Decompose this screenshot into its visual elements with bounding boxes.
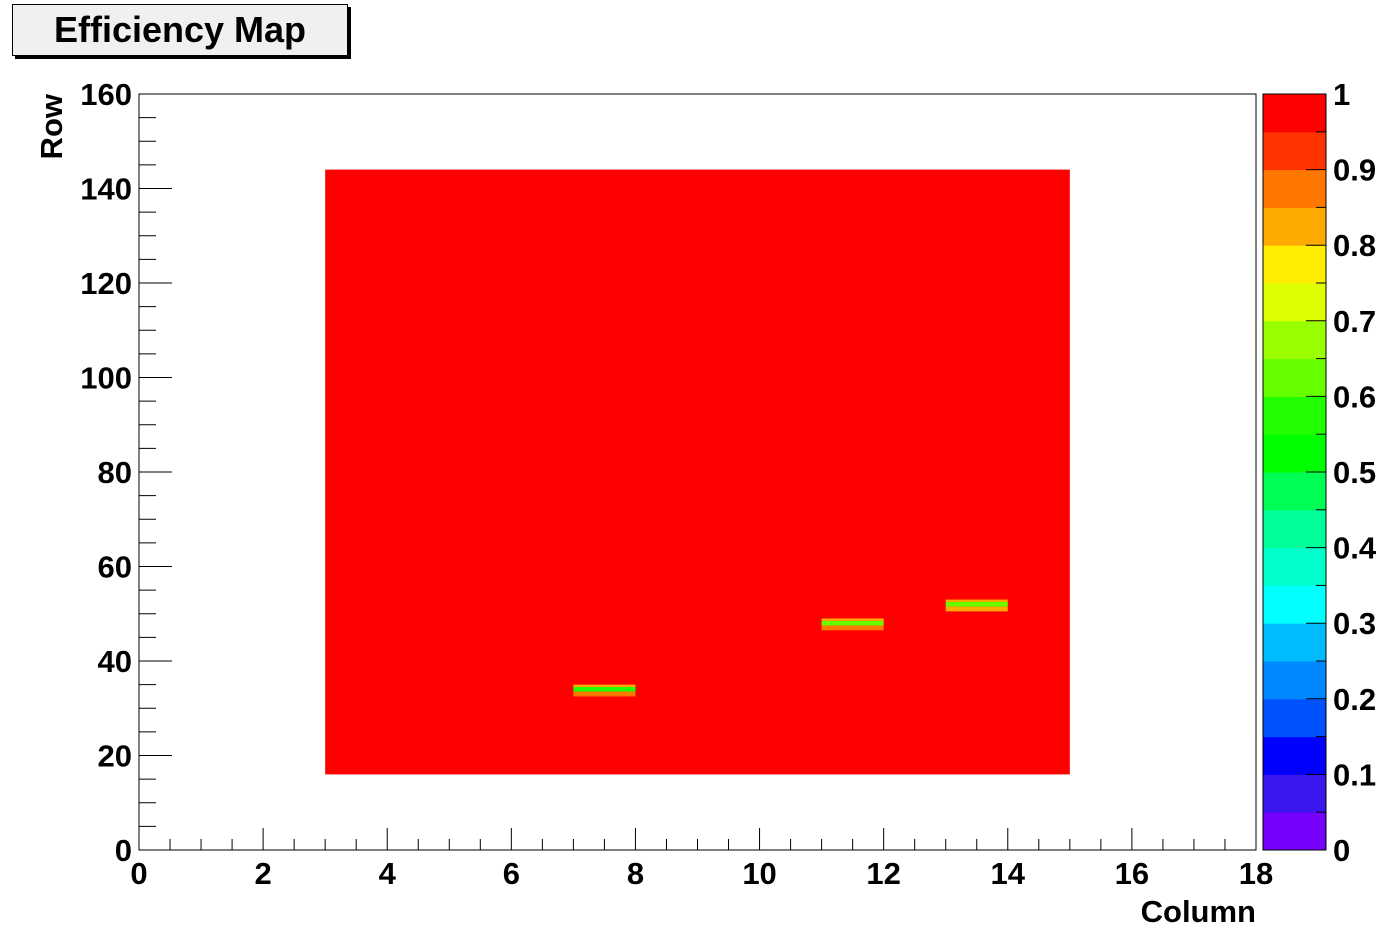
heatmap-cell	[945, 601, 1008, 607]
heatmap-cell	[573, 691, 636, 697]
heatmap-cell	[821, 618, 884, 621]
color-scale-band	[1263, 169, 1326, 208]
z-tick-label: 0.7	[1333, 304, 1376, 339]
x-tick-label: 12	[866, 856, 900, 891]
z-tick-label: 0	[1333, 833, 1350, 868]
y-tick-label: 160	[80, 77, 132, 112]
heatmap-cell	[821, 620, 884, 626]
x-tick-label: 18	[1239, 856, 1273, 891]
heatmap-cell	[821, 625, 884, 631]
color-scale-band	[1263, 245, 1326, 284]
z-tick-label: 0.5	[1333, 455, 1376, 490]
color-scale-band	[1263, 396, 1326, 435]
y-tick-label: 100	[80, 361, 132, 396]
color-scale-band	[1263, 623, 1326, 662]
z-tick-label: 0.2	[1333, 682, 1376, 717]
x-tick-label: 4	[379, 856, 397, 891]
heatmap-cell	[573, 684, 636, 687]
color-scale-band	[1263, 207, 1326, 246]
x-tick-label: 16	[1115, 856, 1149, 891]
color-scale-band	[1263, 358, 1326, 397]
y-tick-label: 80	[98, 455, 132, 490]
x-tick-label: 10	[742, 856, 776, 891]
z-tick-label: 0.3	[1333, 606, 1376, 641]
z-tick-label: 0.8	[1333, 228, 1376, 263]
heatmap-cells	[325, 169, 1070, 775]
color-scale-band	[1263, 698, 1326, 738]
color-scale: 0 0.1 0.2 0.3 0.4 0.5 0.6 0.7 0.8 0.9 1	[1262, 77, 1377, 868]
color-scale-band	[1263, 94, 1326, 133]
color-scale-band	[1263, 131, 1326, 171]
x-tick-label: 14	[991, 856, 1026, 891]
x-axis-title: Column	[1141, 894, 1256, 929]
z-tick-label: 0.9	[1333, 153, 1376, 188]
x-tick-label: 2	[254, 856, 271, 891]
color-scale-band	[1263, 434, 1326, 473]
y-axis-title: Row	[34, 93, 69, 159]
heatmap-cell	[945, 606, 1008, 612]
color-scale-band	[1263, 283, 1326, 322]
color-scale-band	[1263, 585, 1326, 624]
color-scale-band	[1263, 547, 1326, 586]
z-tick-label: 0.6	[1333, 379, 1376, 414]
x-tick-label: 0	[130, 856, 147, 891]
color-scale-band	[1263, 320, 1326, 360]
color-scale-band	[1263, 472, 1326, 511]
y-tick-label: 60	[98, 550, 132, 585]
x-tick-label: 6	[503, 856, 520, 891]
y-tick-label: 0	[115, 833, 132, 868]
y-tick-label: 40	[98, 644, 132, 679]
heatmap-cell	[325, 169, 1070, 775]
z-tick-label: 0.4	[1333, 531, 1377, 566]
y-tick-label: 120	[80, 266, 132, 301]
color-scale-band	[1263, 774, 1326, 813]
y-tick-label: 20	[98, 739, 132, 774]
y-axis: 0 20 40 60 80 100 120 140 160	[80, 77, 172, 868]
y-tick-label: 140	[80, 172, 132, 207]
heatmap-cell	[573, 686, 636, 692]
x-axis: 0 2 4 6 8 10 12 14 16 18	[130, 828, 1273, 891]
chart-title: Efficiency Map	[12, 4, 348, 56]
heatmap-cell	[945, 599, 1008, 602]
color-scale-band	[1263, 812, 1326, 851]
z-tick-label: 1	[1333, 77, 1350, 112]
z-tick-label: 0.1	[1333, 757, 1376, 792]
color-scale-band	[1263, 509, 1326, 549]
x-tick-label: 8	[627, 856, 644, 891]
color-scale-band	[1263, 661, 1326, 700]
color-scale-band	[1263, 736, 1326, 775]
